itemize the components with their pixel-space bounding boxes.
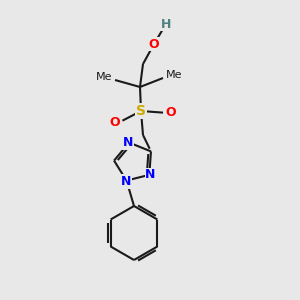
Text: N: N (121, 175, 132, 188)
Text: S: S (136, 104, 146, 118)
Text: Me: Me (166, 70, 182, 80)
Text: O: O (149, 38, 159, 50)
Text: N: N (145, 168, 155, 182)
Text: H: H (161, 17, 171, 31)
Text: O: O (166, 106, 176, 119)
Text: O: O (110, 116, 120, 130)
Text: Me: Me (95, 72, 112, 82)
Text: N: N (123, 136, 133, 149)
